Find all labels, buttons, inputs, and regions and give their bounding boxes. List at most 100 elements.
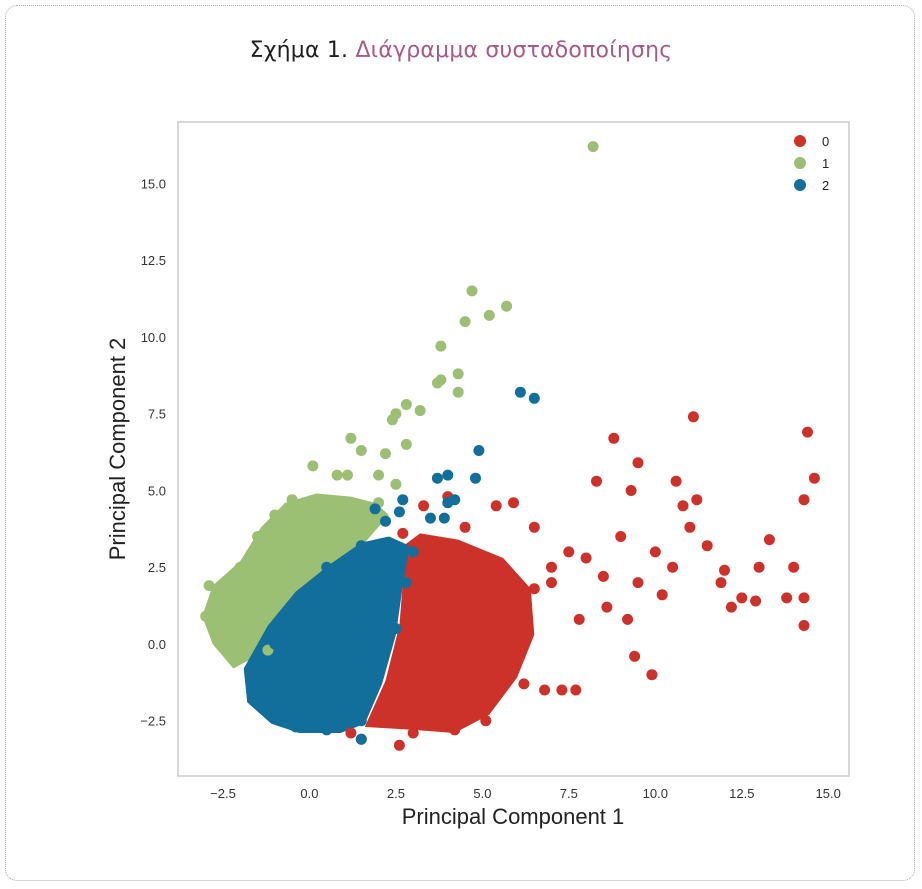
point-series-1 <box>203 580 215 592</box>
point-series-0 <box>788 561 800 573</box>
point-series-0 <box>691 494 703 506</box>
point-series-2 <box>380 515 391 527</box>
point-series-0 <box>570 684 582 696</box>
point-series-1 <box>452 386 464 398</box>
point-series-1 <box>459 316 471 328</box>
point-series-0 <box>608 432 620 444</box>
legend-marker-2 <box>794 179 806 191</box>
point-series-2 <box>369 503 381 515</box>
x-tick-label: −2.5 <box>210 786 236 801</box>
x-tick-label: 0.0 <box>300 786 318 801</box>
point-series-0 <box>494 669 506 681</box>
point-series-0 <box>511 653 523 665</box>
point-series-2 <box>393 506 405 518</box>
point-series-0 <box>563 546 575 558</box>
point-series-0 <box>715 577 727 589</box>
point-series-0 <box>459 521 471 533</box>
point-series-1 <box>400 399 412 410</box>
point-series-2 <box>286 684 298 696</box>
point-series-0 <box>511 638 523 650</box>
point-series-1 <box>501 300 513 312</box>
point-series-1 <box>431 377 443 389</box>
point-series-2 <box>290 721 302 733</box>
y-axis-label: Principal Component 2 <box>105 338 130 561</box>
y-tick-label: 0.0 <box>148 637 166 652</box>
point-series-0 <box>345 727 357 739</box>
y-tick-label: 5.0 <box>148 484 166 499</box>
point-series-1 <box>252 531 264 542</box>
point-series-0 <box>687 411 699 423</box>
point-series-0 <box>418 500 430 512</box>
point-series-0 <box>425 592 436 604</box>
point-series-1 <box>355 445 367 456</box>
point-series-0 <box>646 669 658 681</box>
point-series-0 <box>622 613 634 625</box>
point-series-1 <box>355 531 367 542</box>
point-series-0 <box>597 570 609 582</box>
point-series-1 <box>452 368 464 380</box>
x-tick-label: 7.5 <box>560 786 578 801</box>
cluster-1-region <box>202 493 389 669</box>
point-series-0 <box>407 727 419 739</box>
point-series-1 <box>345 432 357 444</box>
point-series-2 <box>407 546 419 558</box>
point-series-2 <box>442 497 454 509</box>
point-series-0 <box>649 546 661 558</box>
legend-label-0: 0 <box>822 134 829 149</box>
point-series-1 <box>587 141 599 153</box>
point-series-1 <box>293 561 305 573</box>
point-series-0 <box>615 531 627 542</box>
point-series-0 <box>750 595 762 607</box>
point-series-2 <box>321 561 333 573</box>
legend: 0 1 2 <box>794 134 829 193</box>
point-series-0 <box>508 497 519 509</box>
point-series-2 <box>355 540 367 552</box>
point-series-2 <box>373 669 385 681</box>
point-series-2 <box>514 386 526 398</box>
point-series-1 <box>373 469 385 481</box>
point-series-0 <box>435 699 447 711</box>
point-series-2 <box>390 623 402 635</box>
point-series-0 <box>591 475 602 487</box>
point-series-0 <box>546 561 557 573</box>
point-series-0 <box>736 592 748 604</box>
point-series-0 <box>528 521 540 533</box>
point-series-0 <box>808 472 820 484</box>
point-series-2 <box>425 512 436 524</box>
axis-ticks: −2.5 0.0 2.5 5.0 7.5 10.0 12.5 15.0 −2.5 0.0 2.5 5.… <box>140 176 841 801</box>
point-series-1 <box>414 405 426 417</box>
point-series-1 <box>342 469 353 481</box>
point-series-0 <box>518 678 530 690</box>
point-series-0 <box>480 715 492 727</box>
point-series-1 <box>386 414 398 426</box>
point-series-1 <box>310 500 322 512</box>
y-tick-label: 2.5 <box>148 560 166 575</box>
point-series-0 <box>632 577 644 589</box>
point-series-1 <box>400 438 412 450</box>
point-series-1 <box>269 509 281 521</box>
point-series-0 <box>459 715 471 727</box>
point-series-0 <box>629 650 641 662</box>
x-tick-label: 12.5 <box>729 786 754 801</box>
point-series-2 <box>528 392 540 404</box>
point-series-1 <box>286 494 298 506</box>
point-series-1 <box>338 515 350 527</box>
point-series-0 <box>397 527 409 539</box>
legend-marker-0 <box>794 135 806 147</box>
point-series-1 <box>435 340 447 352</box>
x-tick-label: 5.0 <box>473 786 491 801</box>
x-axis-label: Principal Component 1 <box>402 804 625 829</box>
legend-marker-1 <box>794 157 806 169</box>
point-series-0 <box>677 500 689 512</box>
point-series-2 <box>269 638 281 650</box>
caption-number: Σχήμα 1. <box>249 38 349 63</box>
x-tick-label: 2.5 <box>387 786 405 801</box>
point-series-2 <box>321 699 333 711</box>
point-series-1 <box>245 629 257 641</box>
point-series-2 <box>473 445 485 456</box>
point-series-2 <box>303 607 315 619</box>
point-series-1 <box>483 309 495 321</box>
point-series-1 <box>466 285 478 297</box>
figure-caption: Σχήμα 1. Διάγραμμα συσταδοποίησης <box>0 38 922 63</box>
point-series-0 <box>407 623 419 635</box>
